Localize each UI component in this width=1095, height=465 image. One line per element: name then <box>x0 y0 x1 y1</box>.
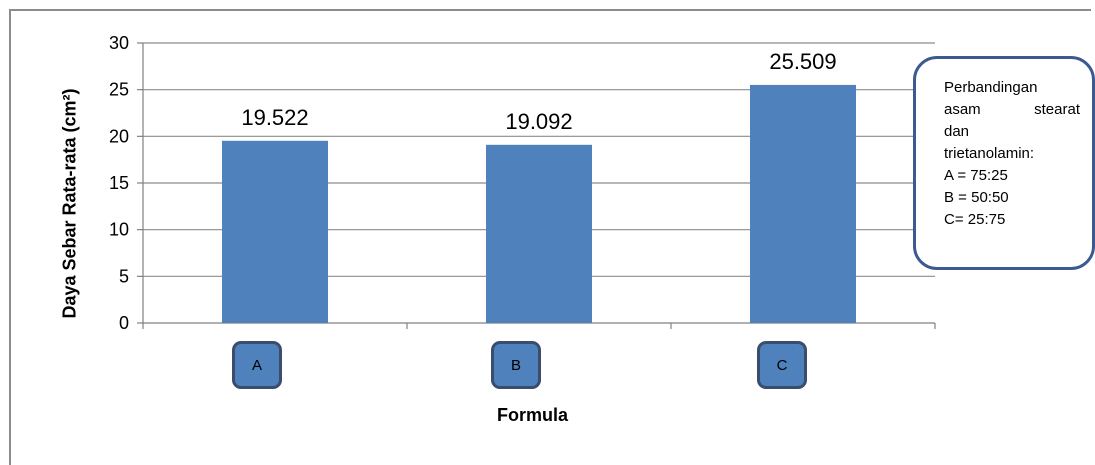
note-heading-1: Perbandingan <box>944 79 1038 96</box>
data-label-b: 19.092 <box>505 109 572 134</box>
y-tick-label: 0 <box>119 313 129 333</box>
bar-b <box>486 144 592 323</box>
note-ratio-a: A = 75:25 <box>944 167 1008 184</box>
data-label-a: 19.522 <box>241 105 308 130</box>
y-tick-label: 15 <box>109 173 129 193</box>
y-tick-label: 30 <box>109 33 129 53</box>
category-label-b: B <box>491 341 541 389</box>
y-tick-label: 25 <box>109 80 129 100</box>
x-axis-title: Formula <box>497 405 569 425</box>
data-label-c: 25.509 <box>769 49 836 74</box>
y-tick-label: 5 <box>119 266 129 286</box>
note-ratio-b: B = 50:50 <box>944 189 1009 206</box>
chart-frame <box>9 9 1091 465</box>
category-label-a: A <box>232 341 282 389</box>
y-tick-label: 20 <box>109 126 129 146</box>
note-heading-2a: asam <box>944 101 981 118</box>
y-axis-title: Daya Sebar Rata-rata (cm²) <box>59 87 80 319</box>
note-heading-2: asam stearat <box>944 99 1080 121</box>
bar-c <box>750 84 856 323</box>
category-label-c: C <box>757 341 807 389</box>
note-heading-2b: stearat <box>1034 101 1080 118</box>
formula-ratio-note: Perbandingan asam stearat dan trietanola… <box>913 56 1095 270</box>
y-tick-label: 10 <box>109 220 129 240</box>
note-heading-3: dan <box>944 123 970 140</box>
note-ratio-c: C= 25:75 <box>944 211 1006 228</box>
bar-a <box>222 140 328 323</box>
note-heading-4: trietanolamin: <box>944 145 1035 162</box>
